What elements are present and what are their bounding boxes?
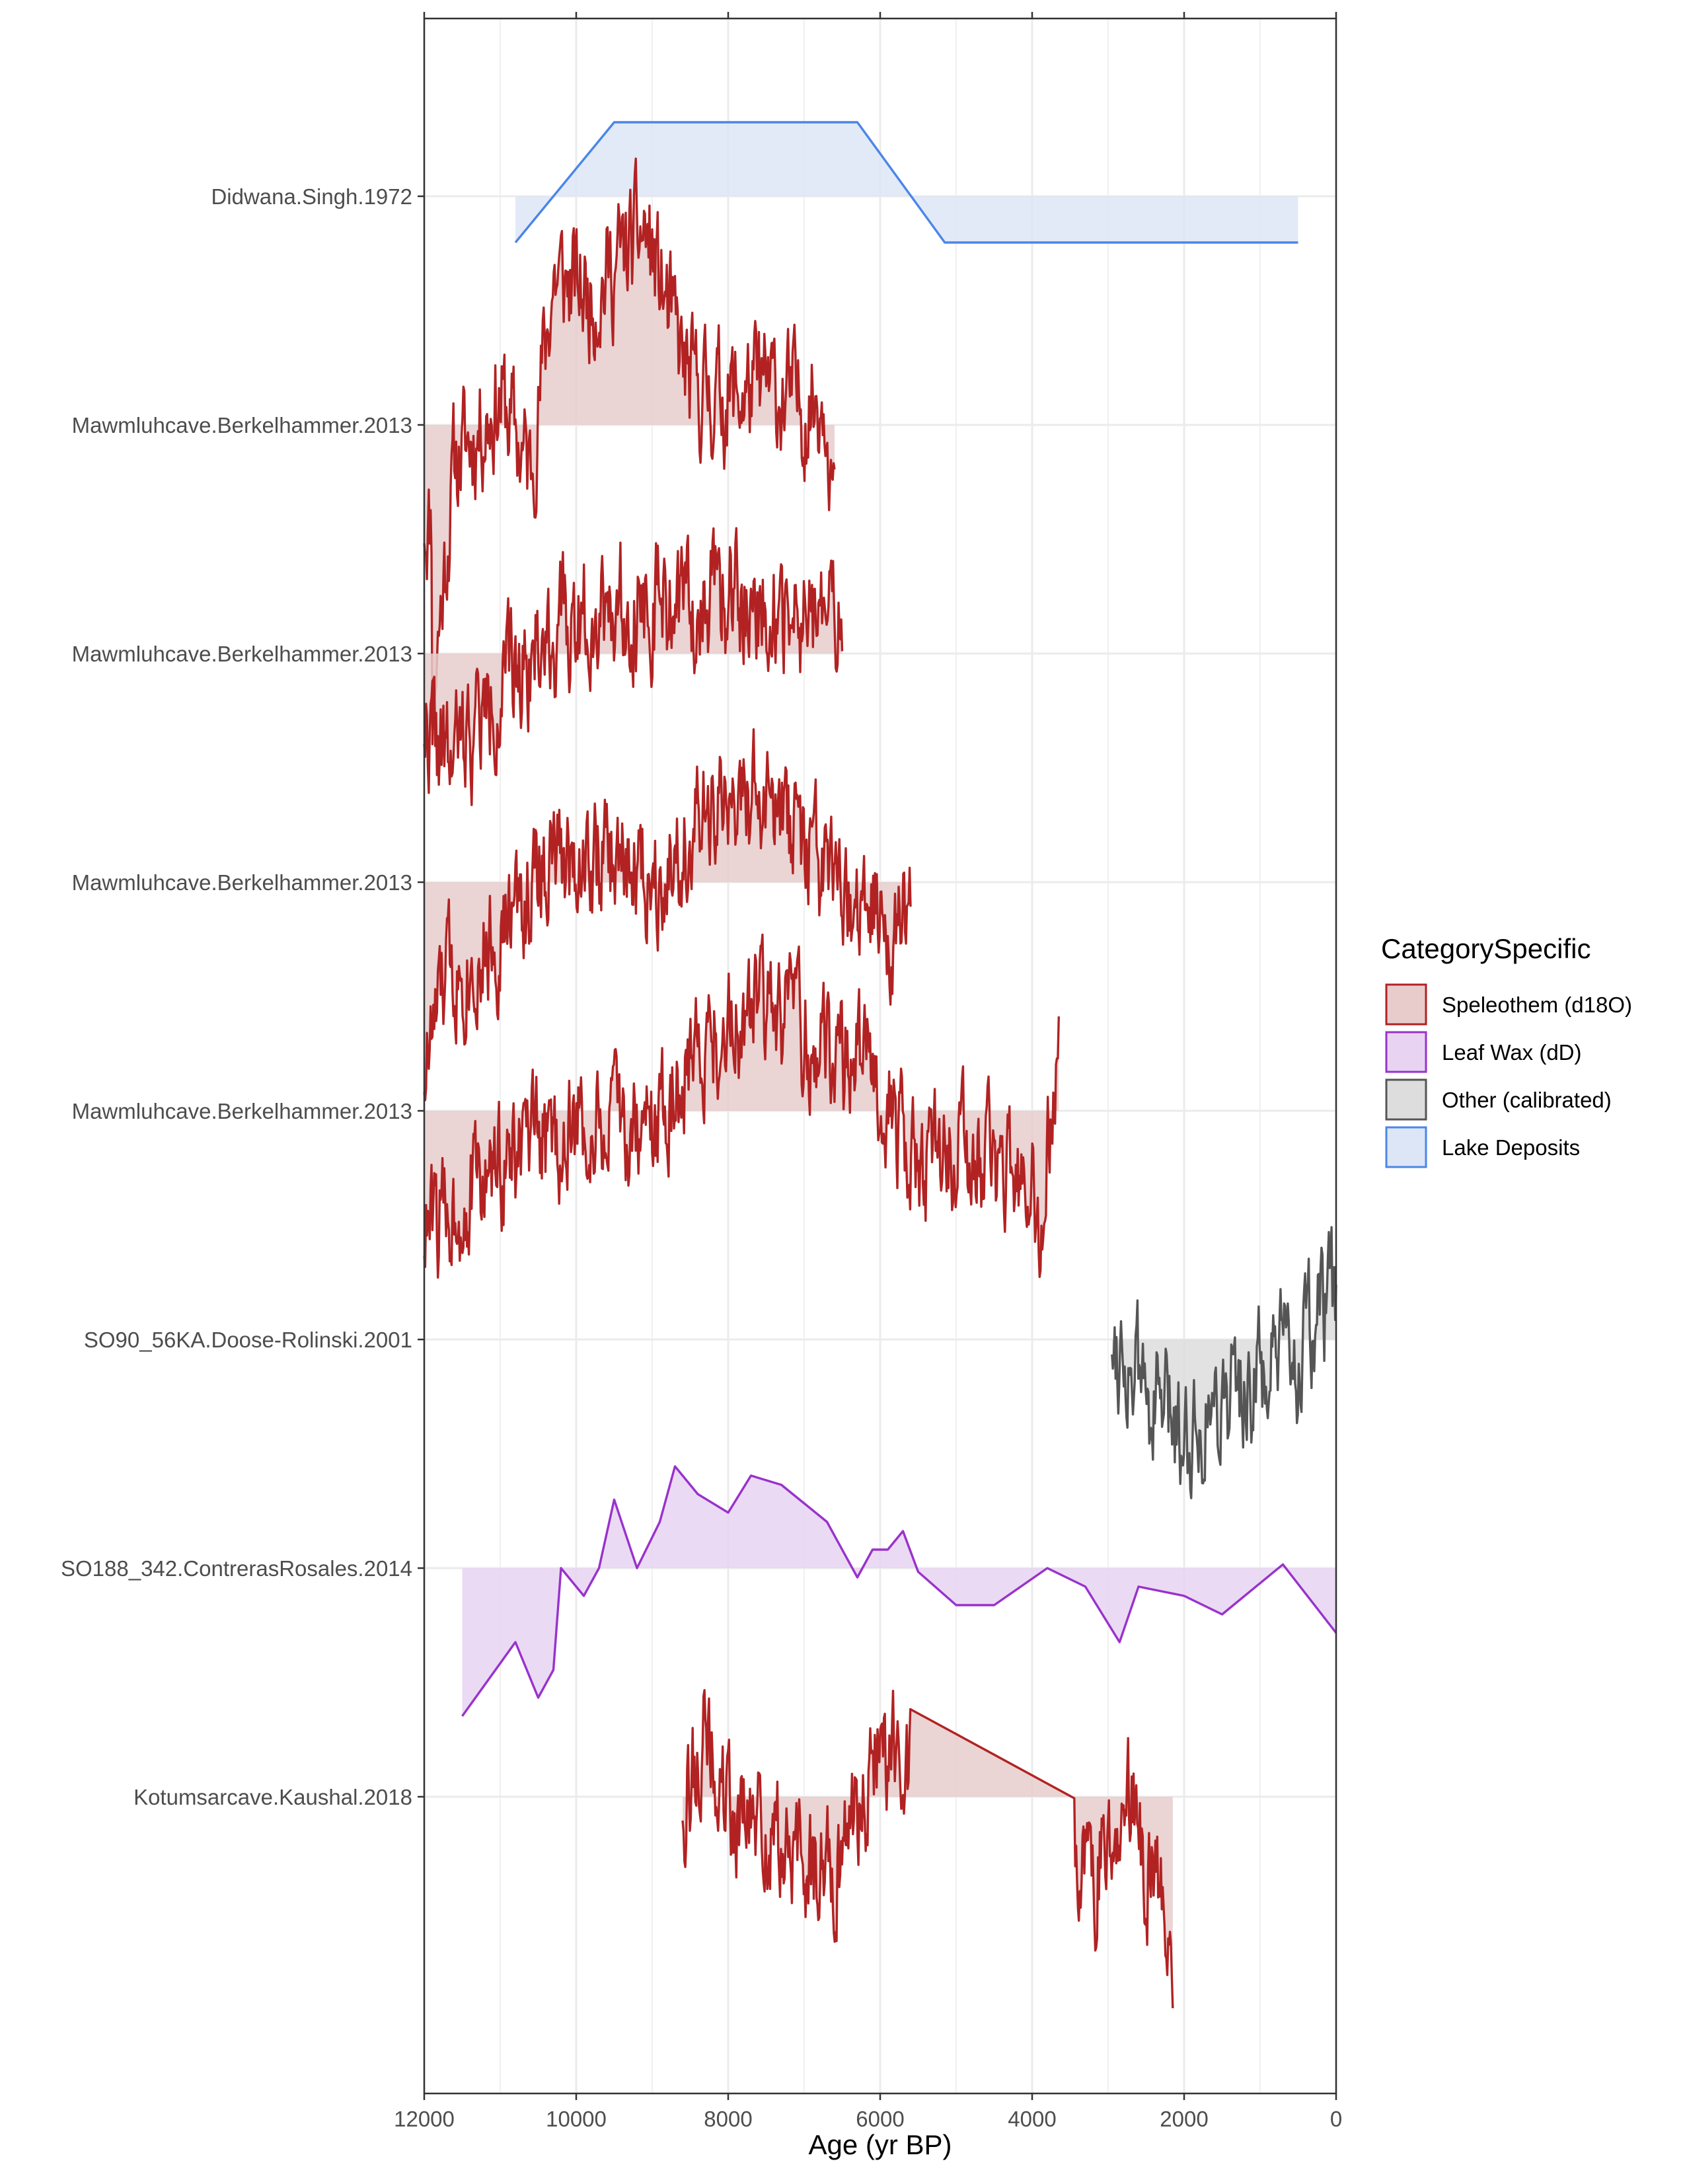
series-6 (461, 1465, 1337, 1717)
x-tick-label: 8000 (704, 2107, 752, 2131)
series-line (681, 1689, 1174, 2009)
x-tick-label: 12000 (394, 2107, 455, 2131)
legend-key (1385, 1031, 1427, 1073)
x-tick-label: 6000 (856, 2107, 904, 2131)
x-tick-label: 2000 (1160, 2107, 1208, 2131)
x-tick-label: 0 (1330, 2107, 1342, 2131)
legend-title: CategorySpecific (1381, 933, 1591, 964)
legend-label: Speleothem (d18O) (1442, 993, 1632, 1017)
series-5 (1111, 1226, 1337, 1499)
x-tick-label: 10000 (546, 2107, 607, 2131)
x-axis: 12000 10000 8000 6000 4000 2000 0 (394, 12, 1342, 2131)
series-0 (514, 121, 1298, 244)
series-line (423, 933, 1060, 1279)
legend-key (1385, 983, 1427, 1026)
legend: CategorySpecific Speleothem (d18O) Leaf Wa… (1381, 933, 1632, 1168)
row-label: Mawmluhcave.Berkelhammer.2013 (72, 413, 412, 437)
legend-label: Other (calibrated) (1442, 1088, 1612, 1112)
x-axis-title: Age (yr BP) (808, 2129, 952, 2160)
legend-key (1385, 1078, 1427, 1121)
legend-label: Lake Deposits (1442, 1135, 1580, 1160)
row-label: Mawmluhcave.Berkelhammer.2013 (72, 642, 412, 666)
row-label: SO90_56KA.Doose-Rolinski.2001 (84, 1328, 412, 1352)
series-line (423, 728, 912, 1102)
legend-item: Other (calibrated) (1385, 1078, 1612, 1121)
row-label: SO188_342.ContrerasRosales.2014 (61, 1556, 412, 1581)
legend-item: Speleothem (d18O) (1385, 983, 1632, 1026)
row-label: Mawmluhcave.Berkelhammer.2013 (72, 870, 412, 895)
series-fill (462, 1466, 1336, 1716)
series-line (461, 1465, 1337, 1717)
series-line (423, 157, 836, 745)
series-fill (424, 159, 835, 745)
series-fill (515, 122, 1298, 243)
series-line (514, 121, 1298, 244)
series-4 (423, 933, 1060, 1279)
series-line (423, 527, 844, 806)
series-1 (423, 157, 836, 745)
row-labels: Didwana.Singh.1972 Mawmluhcave.Berkelhamm… (61, 184, 424, 1809)
legend-item: Lake Deposits (1385, 1126, 1580, 1168)
legend-item: Leaf Wax (dD) (1385, 1031, 1582, 1073)
series-3 (423, 728, 912, 1102)
row-label: Kotumsarcave.Kaushal.2018 (133, 1785, 412, 1809)
x-tick-label: 4000 (1008, 2107, 1056, 2131)
row-label: Mawmluhcave.Berkelhammer.2013 (72, 1099, 412, 1123)
row-label: Didwana.Singh.1972 (211, 184, 412, 209)
series-layer (423, 121, 1337, 2009)
legend-key (1385, 1126, 1427, 1168)
series-2 (423, 527, 844, 806)
legend-label: Leaf Wax (dD) (1442, 1040, 1582, 1065)
series-7 (681, 1689, 1174, 2009)
series-line (1111, 1226, 1337, 1499)
series-fill (424, 934, 1059, 1278)
